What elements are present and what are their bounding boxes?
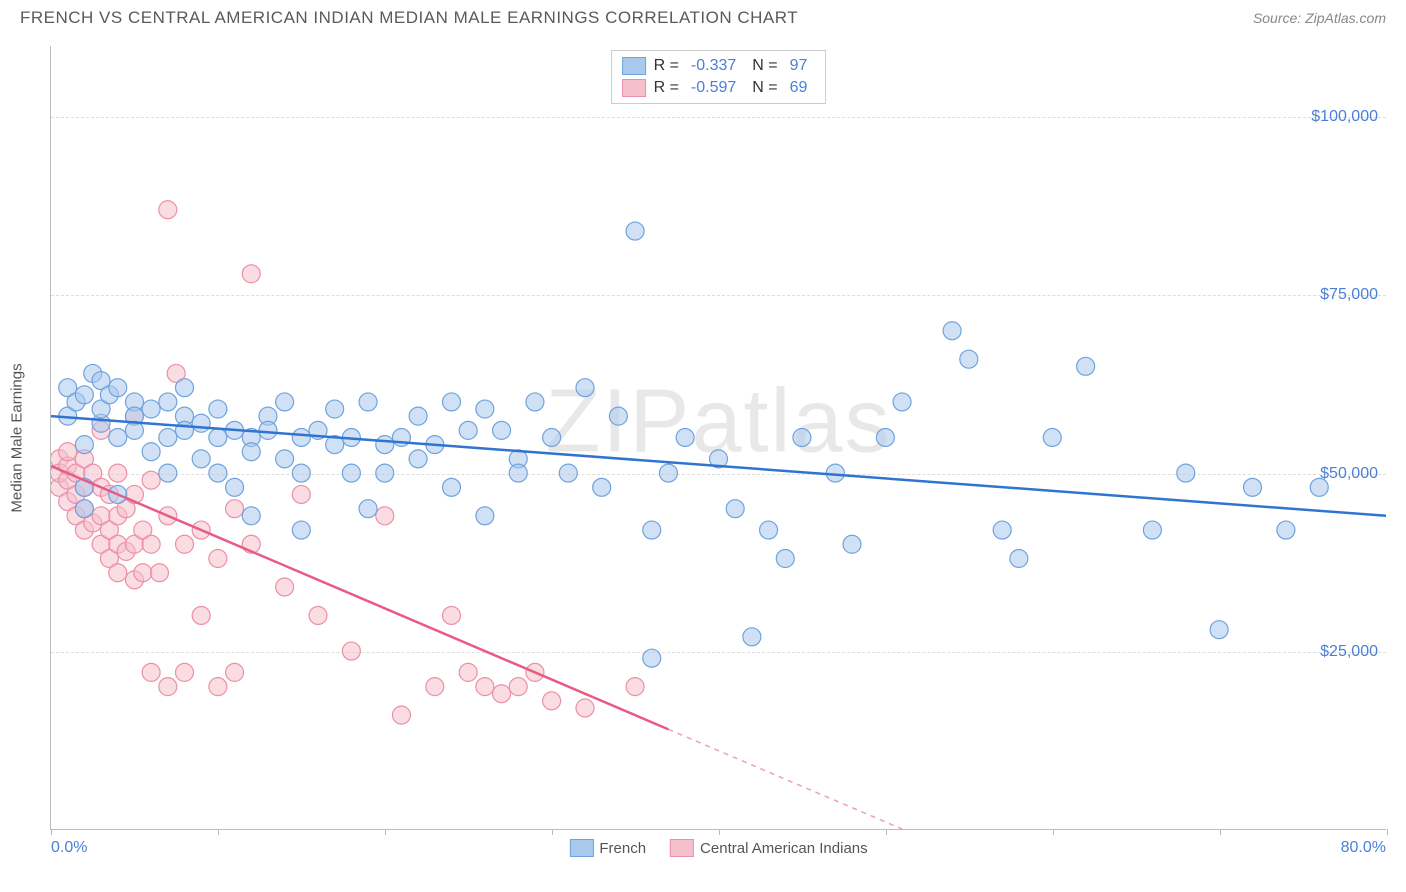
legend-label-french: French: [599, 840, 646, 857]
x-tick: [385, 829, 386, 835]
y-axis-title: Median Male Earnings: [9, 363, 26, 512]
x-tick: [552, 829, 553, 835]
x-axis-min-label: 0.0%: [51, 839, 87, 857]
swatch-cai-bottom: [670, 839, 694, 857]
x-tick: [1387, 829, 1388, 835]
x-tick: [1220, 829, 1221, 835]
legend-label-cai: Central American Indians: [700, 840, 868, 857]
x-tick: [719, 829, 720, 835]
x-tick: [51, 829, 52, 835]
swatch-french-bottom: [569, 839, 593, 857]
legend-item-cai: Central American Indians: [670, 839, 868, 857]
x-tick: [218, 829, 219, 835]
series-legend: French Central American Indians: [569, 839, 867, 857]
x-axis-max-label: 80.0%: [1341, 839, 1386, 857]
x-tick: [886, 829, 887, 835]
x-tick: [1053, 829, 1054, 835]
legend-item-french: French: [569, 839, 646, 857]
chart-title: FRENCH VS CENTRAL AMERICAN INDIAN MEDIAN…: [20, 8, 798, 28]
chart-source: Source: ZipAtlas.com: [1253, 10, 1386, 26]
chart-area: Median Male Earnings ZIPatlas $25,000$50…: [50, 46, 1386, 830]
scatter-plot: [51, 46, 1386, 829]
